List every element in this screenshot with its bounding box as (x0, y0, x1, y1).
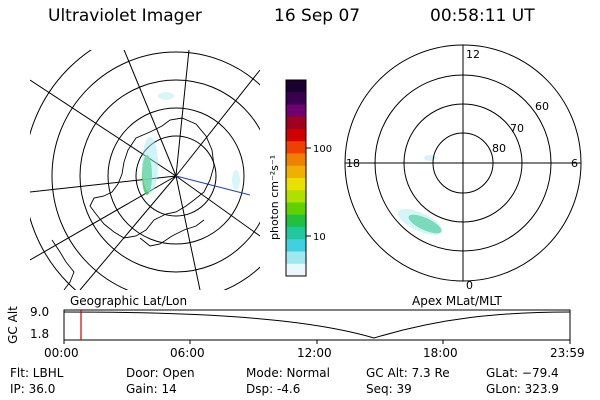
filter-info: Flt: LBHL (10, 366, 64, 380)
colorbar-cell (286, 202, 306, 216)
seq-info: Seq: 39 (366, 382, 412, 396)
geographic-map (30, 50, 260, 290)
mlt-label-dawn: 6 (571, 157, 578, 170)
image-date: 16 Sep 07 (274, 6, 361, 26)
meridian (175, 50, 190, 177)
lat-circle (135, 135, 217, 217)
aurora-emission (232, 170, 240, 190)
meridian (175, 69, 260, 177)
colorbar-cell (286, 80, 306, 93)
right-map-label: Apex MLat/MLT (412, 294, 502, 308)
colorbar-cell (286, 214, 306, 228)
coastline (51, 239, 75, 290)
altitude-plot-frame (63, 309, 571, 341)
colorbar-cell (286, 129, 306, 142)
coastline (89, 117, 215, 239)
altitude-xtick: 06:00 (170, 346, 205, 360)
colorbar-frame (285, 79, 307, 277)
colorbar-cell (286, 263, 306, 277)
colorbar-cell (286, 251, 306, 265)
altitude-plot (63, 309, 571, 344)
aurora-emission (142, 137, 158, 193)
colorbar-cell (286, 116, 306, 130)
lat-circle (51, 51, 260, 290)
gain-info: Gain: 14 (126, 382, 177, 396)
aurora-emission (397, 208, 443, 236)
left-map-label: Geographic Lat/Lon (70, 294, 188, 308)
altitude-xtick: 00:00 (44, 346, 79, 360)
altitude-xtick: 12:00 (297, 346, 332, 360)
colorbar-unit-label: photon cm⁻²s⁻¹ (268, 155, 281, 240)
mode-info: Mode: Normal (246, 366, 330, 380)
lat-circle (79, 79, 260, 273)
glon-info: GLon: 323.9 (486, 382, 559, 396)
aurora-emission (408, 214, 442, 234)
image-time: 00:58:11 UT (430, 6, 535, 26)
meridian (79, 175, 177, 290)
altitude-ylabel: GC Alt (5, 306, 20, 344)
altitude-xtick: 18:00 (423, 346, 458, 360)
meridian (175, 175, 260, 237)
altitude-curve (63, 311, 571, 339)
colorbar-cell (286, 190, 306, 203)
gc-alt-info: GC Alt: 7.3 Re (366, 366, 450, 380)
colorbar-tick-label: 100 (313, 144, 332, 155)
door-info: Door: Open (126, 366, 195, 380)
meridian (123, 50, 177, 177)
mlat-label: 60 (535, 100, 549, 113)
terminator-line (175, 175, 251, 196)
colorbar-tick-label: 10 (313, 232, 326, 243)
coastline (139, 219, 205, 247)
colorbar-cell (286, 239, 306, 252)
colorbar-cell (286, 165, 306, 179)
mlt-label-dusk: 18 (346, 157, 360, 170)
mlt-label-midnight: 0 (466, 279, 473, 292)
colorbar-cell (286, 178, 306, 191)
colorbar-cell (286, 92, 306, 105)
mlt-label-noon: 12 (466, 48, 480, 61)
apex-map: 12 18 6 0 60 70 80 (344, 44, 582, 292)
instrument-title: Ultraviolet Imager (48, 6, 202, 26)
dsp-info: Dsp: -4.6 (246, 382, 301, 396)
colorbar: 100 10 photon cm⁻²s⁻¹ (268, 79, 332, 277)
colorbar-cell (286, 141, 306, 154)
lat-circle (107, 107, 245, 245)
glat-info: GLat: −79.4 (486, 366, 559, 380)
meridian (175, 175, 201, 290)
colorbar-cell (286, 227, 306, 240)
altitude-ytick: 1.8 (30, 327, 50, 341)
mlat-label: 80 (492, 142, 506, 155)
altitude-ytick: 9.0 (30, 305, 50, 319)
altitude-xtick: 23:59 (550, 346, 585, 360)
mlat-label: 70 (510, 122, 524, 135)
colorbar-cell (286, 104, 306, 118)
colorbar-cell (286, 153, 306, 167)
aurora-emission (158, 92, 174, 100)
ip-info: IP: 36.0 (10, 382, 56, 396)
